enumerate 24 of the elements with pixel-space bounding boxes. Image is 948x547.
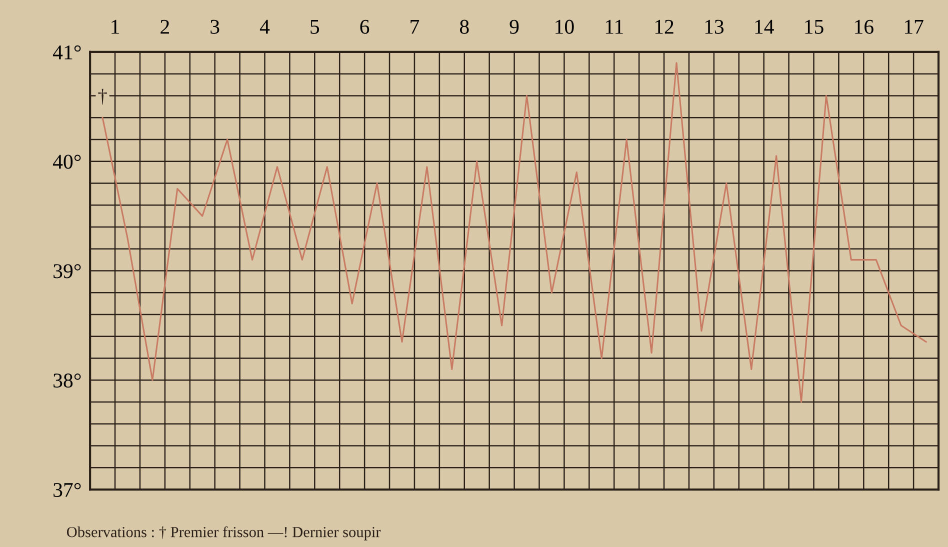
x-tick-label: 16 [855,20,874,34]
x-tick-label: 10 [556,20,574,34]
x-tick-label: 9 [510,20,519,34]
x-tick-label: 1 [112,20,119,34]
x-tick-label: 15 [805,20,824,34]
x-tick-label: 14 [755,20,774,34]
y-tick-label: 39° [54,264,81,278]
x-tick-label: 5 [310,20,320,34]
x-tick-label: 7 [410,20,420,34]
x-tick-label: 12 [655,20,674,34]
annotation: † [98,88,107,105]
y-tick-label: 40° [52,154,81,169]
x-tick-label: 17 [904,20,924,34]
x-tick-label: 8 [460,20,469,34]
x-tick-label: 6 [360,20,370,34]
x-tick-label: 11 [606,20,623,34]
y-tick-label: 37° [54,482,81,497]
x-tick-label: 3 [210,20,220,34]
text: Observations : † Premier frisson —! Dernier soupir [66,526,381,540]
y-tick-label: 38° [54,374,81,388]
x-tick-label: 2 [160,20,169,34]
y-tick-label: 41° [52,45,81,60]
x-tick-label: 13 [705,20,724,34]
x-tick-label: 4 [260,20,270,34]
